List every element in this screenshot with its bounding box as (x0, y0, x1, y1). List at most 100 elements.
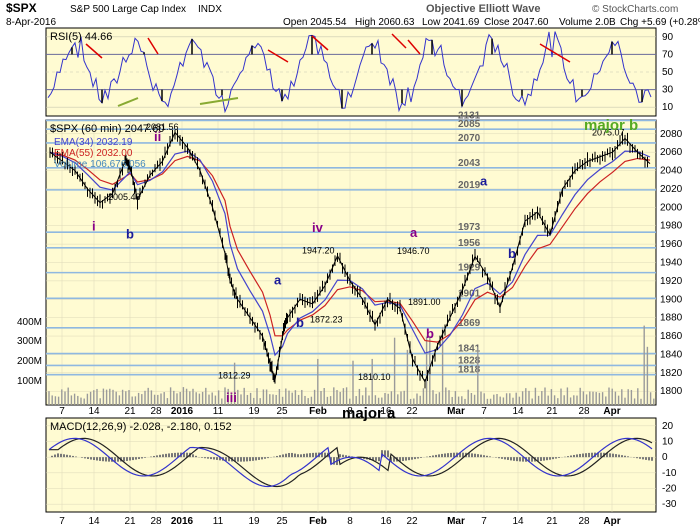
ohlc-high: High 2060.63 (355, 17, 415, 28)
support-level-label: 2019 (458, 180, 481, 191)
macd-x-tick-label: Mar (447, 516, 465, 527)
rsi-title: RSI(5) 44.66 (50, 31, 112, 43)
support-level-label: 1828 (458, 355, 481, 366)
rsi-divergence-line (311, 35, 329, 51)
ohlc-close: Close 2047.60 (484, 17, 549, 28)
price-tick-label: 1840 (660, 349, 683, 360)
support-level-label: 2043 (458, 158, 481, 169)
macd-tick-label: 20 (662, 421, 674, 432)
volume-tick-label: 200M (17, 356, 42, 367)
price-annotation: 2075.07 (592, 128, 625, 138)
support-level-label: 1973 (458, 222, 481, 233)
wave-label: ii (154, 129, 161, 144)
rsi-divergence-line (85, 43, 103, 59)
price-tick-label: 2020 (660, 184, 683, 195)
support-level-label: 2131 (458, 111, 481, 122)
wave-label: b (296, 315, 304, 330)
rsi-divergence-line (199, 97, 239, 105)
rsi-tick-label: 70 (662, 49, 674, 60)
x-tick-label: 16 (380, 406, 392, 417)
wave-label: iii (226, 390, 237, 405)
ohlc-open: Open 2045.54 (283, 17, 347, 28)
copyright: © StockCharts.com (592, 4, 678, 15)
volume-tick-label: 100M (17, 376, 42, 387)
price-annotation: 1810.10 (358, 372, 391, 382)
x-tick-label: 28 (578, 406, 590, 417)
volume-tick-label: 300M (17, 336, 42, 347)
support-level-label: 1818 (458, 365, 481, 376)
ohlc-low: Low 2041.69 (422, 17, 480, 28)
volume-tick-label: 400M (17, 317, 42, 328)
price-annotation: 2005.48 (108, 192, 141, 202)
macd-x-tick-label: 2016 (171, 516, 194, 527)
macd-x-tick-label: 14 (88, 516, 100, 527)
macd-x-tick-label: 8 (347, 516, 353, 527)
macd-layer: 20 10 0 -10 -20 -30 7 14 21 28 2016 11 19 25 Feb 8 16 22 M… (46, 418, 677, 527)
macd-x-tick-label: 11 (213, 516, 224, 527)
x-tick-label: 14 (512, 406, 524, 417)
rsi-line (47, 31, 652, 114)
macd-x-tick-label: 21 (546, 516, 558, 527)
rsi-tick-label: 30 (662, 85, 674, 96)
macd-x-tick-label: 28 (578, 516, 590, 527)
x-tick-label: 28 (150, 406, 162, 417)
wave-label: a (410, 225, 418, 240)
price-annotation: 1946.70 (397, 246, 430, 256)
price-annotation: 1891.00 (408, 297, 441, 307)
rsi-divergence-line (267, 49, 289, 63)
price-tick-label: 1960 (660, 239, 683, 250)
ema55-line (49, 151, 651, 343)
macd-tick-label: -20 (662, 484, 677, 495)
price-title: $SPX (60 min) 2047.60 (50, 123, 164, 135)
price-tick-label: 1860 (660, 331, 683, 342)
price-annotation: 1812.29 (218, 370, 251, 380)
macd-panel (45, 417, 657, 513)
macd-x-tick-label: Apr (603, 516, 620, 527)
macd-x-tick-label: 14 (512, 516, 524, 527)
x-tick-label: Mar (447, 406, 465, 417)
ohlc-volume: Volume 2.0B (559, 17, 616, 28)
rsi-tick-label: 50 (662, 67, 674, 78)
rsi-layer: 10 30 50 70 90 (46, 31, 674, 114)
legend-volume: Volume 106,676,056 (54, 159, 146, 170)
macd-x-tick-label: 7 (481, 516, 487, 527)
price-layer: 1800 1820 1840 1860 1880 1900 1920 1940 1960 1980… (17, 111, 683, 423)
rsi-divergence-line (391, 33, 407, 49)
x-tick-label: Apr (603, 406, 620, 417)
chart-exchange: INDX (198, 4, 222, 15)
wave-label: iv (312, 220, 324, 235)
price-line (49, 131, 651, 384)
x-tick-label: Feb (309, 406, 327, 417)
macd-x-tick-label: 16 (380, 516, 392, 527)
x-tick-label: 14 (88, 406, 100, 417)
price-tick-label: 1800 (660, 386, 683, 397)
x-tick-label: 7 (481, 406, 487, 417)
wave-label: b (508, 246, 516, 261)
x-tick-label: 8 (347, 406, 353, 417)
x-tick-label: 25 (276, 406, 288, 417)
macd-x-tick-label: 21 (124, 516, 136, 527)
rsi-divergence-line (539, 43, 571, 63)
macd-x-tick-label: 25 (276, 516, 288, 527)
x-tick-label: 21 (546, 406, 558, 417)
wave-label: a (274, 273, 282, 288)
rsi-divergence-line (407, 39, 421, 55)
wave-label: i (92, 218, 96, 233)
support-level-label: 2085 (458, 119, 481, 130)
price-tick-label: 1900 (660, 294, 683, 305)
chart-symbol: $SPX (6, 1, 37, 15)
x-tick-label: 19 (248, 406, 260, 417)
wave-label: b (126, 227, 134, 242)
support-level-label: 1869 (458, 318, 481, 329)
x-tick-label: 2016 (171, 406, 194, 417)
rsi-divergence-line (117, 97, 139, 107)
x-tick-label: 11 (213, 406, 224, 417)
support-level-label: 1956 (458, 238, 481, 249)
legend-ema34: EMA(34) 2032.19 (54, 137, 133, 148)
price-tick-label: 1820 (660, 368, 683, 379)
price-tick-label: 1880 (660, 313, 683, 324)
price-tick-label: 2080 (660, 129, 683, 140)
chart-index-name: S&P 500 Large Cap Index (70, 4, 186, 15)
macd-tick-label: 10 (662, 437, 674, 448)
